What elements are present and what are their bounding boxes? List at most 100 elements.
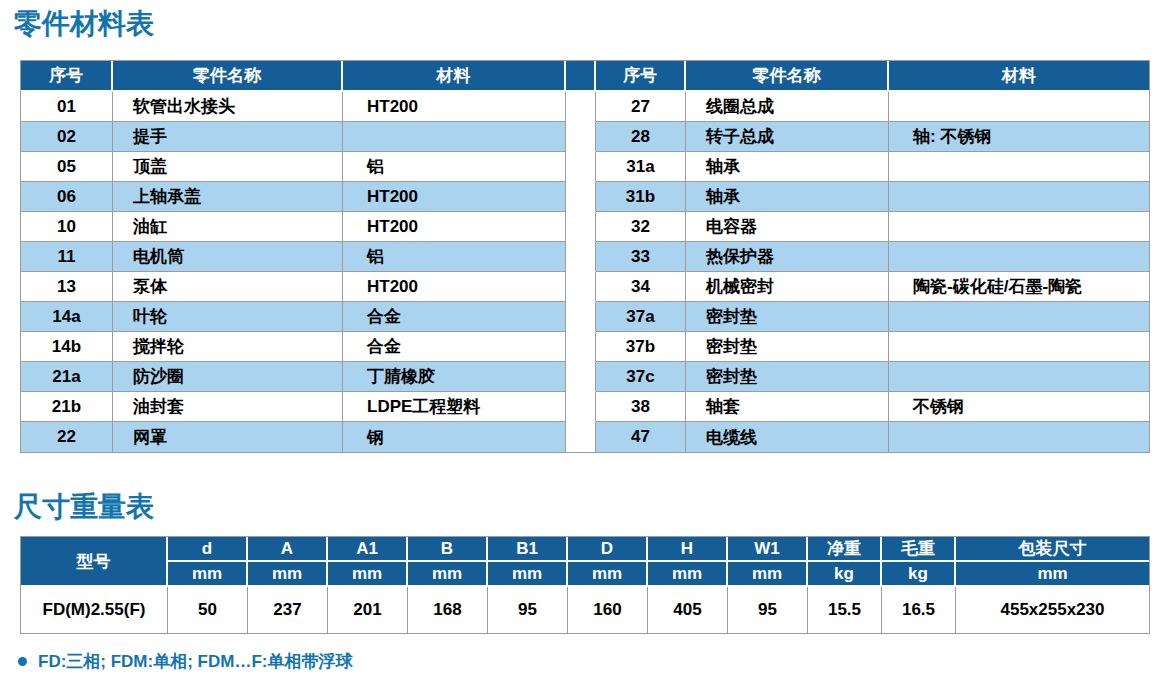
part-material-cell: 铝 <box>343 242 566 272</box>
dims-data-row: FD(M)2.55(F)50237201168951604059515.516.… <box>21 587 1149 633</box>
col-header-D: D <box>568 537 648 562</box>
part-name-cell: 电机筒 <box>113 242 343 272</box>
part-no-cell: 01 <box>21 92 113 122</box>
part-name-cell: 密封垫 <box>686 362 889 392</box>
col-header-name-right: 零件名称 <box>686 61 889 92</box>
part-material-cell: 轴: 不锈钢 <box>889 122 1149 152</box>
dim-value-cell: 16.5 <box>882 587 956 633</box>
part-no-cell: 14a <box>21 302 113 332</box>
spacer-cell <box>566 362 596 392</box>
part-no-cell: 38 <box>596 392 686 422</box>
unit-header-cell: mm <box>168 562 248 587</box>
parts-table-row: 11电机筒铝33热保护器 <box>21 242 1149 272</box>
part-no-cell: 05 <box>21 152 113 182</box>
part-name-cell: 电容器 <box>686 212 889 242</box>
dim-value-cell: 405 <box>648 587 728 633</box>
part-material-cell <box>889 362 1149 392</box>
part-material-cell: HT200 <box>343 182 566 212</box>
part-no-cell: 22 <box>21 422 113 452</box>
col-header-model: 型号 <box>21 537 168 587</box>
dims-section-title: 尺寸重量表 <box>14 491 1169 523</box>
spacer-cell <box>566 332 596 362</box>
part-no-cell: 21b <box>21 392 113 422</box>
part-material-cell: 陶瓷-碳化硅/石墨-陶瓷 <box>889 272 1149 302</box>
part-material-cell <box>889 152 1149 182</box>
part-no-cell: 34 <box>596 272 686 302</box>
part-name-cell: 叶轮 <box>113 302 343 332</box>
part-name-cell: 转子总成 <box>686 122 889 152</box>
part-material-cell: HT200 <box>343 272 566 302</box>
unit-header-cell: mm <box>488 562 568 587</box>
part-material-cell: LDPE工程塑料 <box>343 392 566 422</box>
parts-table-body: 01软管出水接头HT20027线圈总成02提手28转子总成轴: 不锈钢05顶盖铝… <box>21 92 1149 452</box>
spacer-column-header <box>566 61 596 92</box>
unit-header-cell: mm <box>568 562 648 587</box>
col-header-A: A <box>248 537 328 562</box>
dims-table-body: FD(M)2.55(F)50237201168951604059515.516.… <box>21 587 1149 633</box>
col-header-包装尺寸: 包装尺寸 <box>956 537 1149 562</box>
dims-header-row-labels: 型号dAA1BB1DHW1净重毛重包装尺寸 <box>21 537 1149 562</box>
part-name-cell: 提手 <box>113 122 343 152</box>
dim-value-cell: 201 <box>328 587 408 633</box>
page: 零件材料表 序号 零件名称 材料 序号 零件名称 材料 01软管出水接头HT20… <box>0 0 1169 673</box>
spacer-cell <box>566 392 596 422</box>
dim-value-cell: 50 <box>168 587 248 633</box>
part-name-cell: 顶盖 <box>113 152 343 182</box>
part-name-cell: 密封垫 <box>686 302 889 332</box>
parts-table-row: 13泵体HT20034机械密封陶瓷-碳化硅/石墨-陶瓷 <box>21 272 1149 302</box>
parts-materials-table: 序号 零件名称 材料 序号 零件名称 材料 01软管出水接头HT20027线圈总… <box>20 60 1150 453</box>
part-no-cell: 13 <box>21 272 113 302</box>
unit-header-cell: mm <box>248 562 328 587</box>
col-header-no-left: 序号 <box>21 61 113 92</box>
dim-value-cell: 455x255x230 <box>956 587 1149 633</box>
parts-table-row: 14a叶轮合金37a密封垫 <box>21 302 1149 332</box>
part-no-cell: 31a <box>596 152 686 182</box>
part-no-cell: 06 <box>21 182 113 212</box>
part-name-cell: 网罩 <box>113 422 343 452</box>
part-name-cell: 热保护器 <box>686 242 889 272</box>
part-material-cell <box>889 422 1149 452</box>
parts-table-row: 22网罩钢47电缆线 <box>21 422 1149 452</box>
parts-table-row: 02提手28转子总成轴: 不锈钢 <box>21 122 1149 152</box>
parts-table-row: 05顶盖铝31a轴承 <box>21 152 1149 182</box>
unit-header-cell: mm <box>648 562 728 587</box>
col-header-毛重: 毛重 <box>882 537 956 562</box>
part-name-cell: 油封套 <box>113 392 343 422</box>
part-no-cell: 37a <box>596 302 686 332</box>
col-header-B: B <box>408 537 488 562</box>
dim-value-cell: 15.5 <box>808 587 882 633</box>
col-header-name-left: 零件名称 <box>113 61 343 92</box>
part-name-cell: 电缆线 <box>686 422 889 452</box>
part-no-cell: 10 <box>21 212 113 242</box>
part-name-cell: 机械密封 <box>686 272 889 302</box>
parts-header-row: 序号 零件名称 材料 序号 零件名称 材料 <box>21 61 1149 92</box>
part-name-cell: 油缸 <box>113 212 343 242</box>
spacer-cell <box>566 122 596 152</box>
parts-table-row: 21b油封套LDPE工程塑料38轴套不锈钢 <box>21 392 1149 422</box>
part-no-cell: 37b <box>596 332 686 362</box>
dim-value-cell: 160 <box>568 587 648 633</box>
unit-header-cell: mm <box>328 562 408 587</box>
spacer-cell <box>566 152 596 182</box>
col-header-no-right: 序号 <box>596 61 686 92</box>
dim-value-cell: 168 <box>408 587 488 633</box>
part-material-cell: 不锈钢 <box>889 392 1149 422</box>
part-name-cell: 软管出水接头 <box>113 92 343 122</box>
parts-section-title: 零件材料表 <box>14 8 1169 40</box>
spacer-cell <box>566 92 596 122</box>
parts-table-header: 序号 零件名称 材料 序号 零件名称 材料 <box>21 61 1149 92</box>
spacer-cell <box>566 182 596 212</box>
unit-header-cell: kg <box>882 562 956 587</box>
parts-table-row: 01软管出水接头HT20027线圈总成 <box>21 92 1149 122</box>
part-name-cell: 轴承 <box>686 152 889 182</box>
part-material-cell: HT200 <box>343 92 566 122</box>
col-header-material-left: 材料 <box>343 61 566 92</box>
unit-header-cell: mm <box>956 562 1149 587</box>
dim-value-cell: 237 <box>248 587 328 633</box>
part-name-cell: 搅拌轮 <box>113 332 343 362</box>
part-no-cell: 14b <box>21 332 113 362</box>
part-name-cell: 上轴承盖 <box>113 182 343 212</box>
part-material-cell <box>889 182 1149 212</box>
part-no-cell: 11 <box>21 242 113 272</box>
part-material-cell: 合金 <box>343 332 566 362</box>
